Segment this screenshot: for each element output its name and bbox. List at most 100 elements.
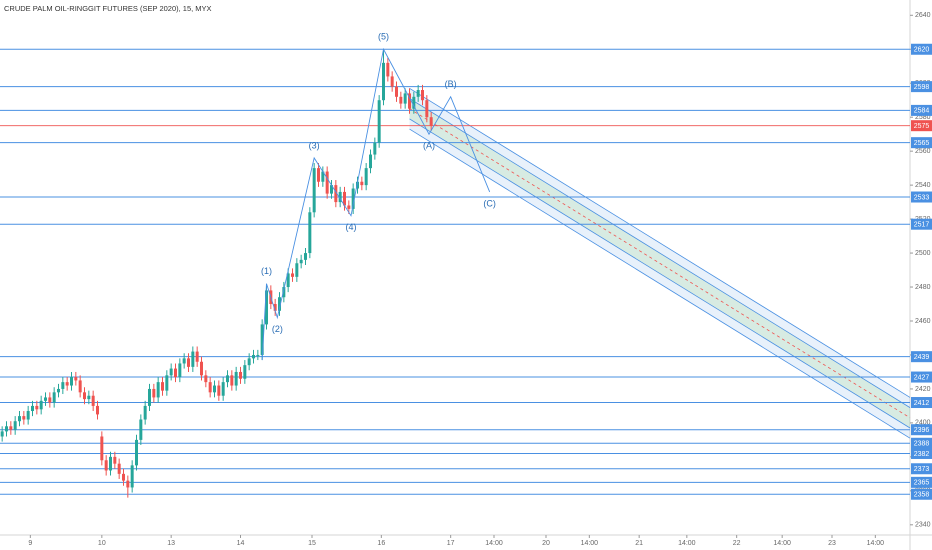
y-tick-label: 2400 [915,420,931,427]
wave-label: (A) [423,141,435,151]
level-label-box [911,371,932,383]
level-label: 2388 [914,441,930,448]
level-label: 2620 [914,47,930,54]
candle-body [252,354,255,359]
candle-body [425,100,429,118]
level-label: 2439 [914,354,930,361]
level-label: 2382 [914,451,930,458]
candle-body [178,363,182,378]
x-tick-label: 14:00 [581,540,599,547]
candle-body [122,473,125,481]
x-tick-label: 16 [377,540,385,547]
candle-body [304,253,307,260]
candle-body [65,382,69,386]
candle-body [334,185,338,203]
y-tick-label: 2560 [915,148,931,155]
candle-body [113,456,117,464]
candle-body [174,368,177,378]
candle-body [161,382,164,391]
candle-body [70,377,73,386]
level-label-box [911,351,932,363]
candle-body [200,361,203,376]
candle-body [308,212,312,254]
candle-body [152,388,156,398]
x-tick-label: 10 [98,540,106,547]
y-tick-label: 2420 [915,386,931,393]
candle-body [221,382,225,396]
candle-body [187,358,190,367]
candle-body [100,436,104,461]
x-tick-label: 14:00 [867,540,885,547]
level-label: 2598 [914,84,930,91]
candle-body [260,324,264,355]
current-price-label: 2575 [914,123,930,130]
candle-body [286,273,290,288]
candle-body [74,377,78,381]
level-label-box [911,137,932,149]
candle-body [26,411,30,420]
y-tick-label: 2460 [915,318,931,325]
x-tick-label: 13 [167,540,175,547]
level-label: 2565 [914,140,930,147]
candle-body [386,62,390,77]
candle-body [369,154,372,169]
level-label: 2365 [914,480,930,487]
candle-body [156,382,160,398]
candle-body [9,426,13,430]
candle-body [217,385,221,396]
level-label-box [911,488,932,500]
level-label: 2517 [914,222,930,229]
candle-body [22,416,26,420]
candle-body [429,117,433,126]
level-label-box [911,463,932,475]
level-label: 2396 [914,427,930,434]
candle-body [35,405,39,410]
candle-body [403,93,407,104]
candle-body [317,168,320,182]
y-tick-label: 2580 [915,114,931,121]
wave-label: (3) [309,140,320,150]
candle-body [91,395,95,406]
candle-body [351,188,355,209]
candle-body [234,371,238,386]
y-tick-label: 2480 [915,284,931,291]
candle-body [0,431,4,437]
candle-body [273,304,277,311]
x-tick-label: 14:00 [678,540,696,547]
y-tick-label: 2540 [915,182,931,189]
candle-body [421,90,424,101]
candle-body [325,171,329,194]
candle-body [52,392,56,403]
x-tick-label: 14:00 [485,540,503,547]
candle-body [135,439,138,466]
candle-body [243,365,247,379]
level-label-box [911,81,932,93]
candle-body [338,191,342,203]
candle-body [364,168,368,186]
candle-body [239,371,242,379]
chart-title: CRUDE PALM OIL-RINGGIT FUTURES (SEP 2020… [4,4,212,13]
wave-label: (2) [272,324,283,334]
candle-body [117,463,121,474]
candle-body [148,388,151,406]
candle-body [191,351,195,367]
candle-body [265,290,268,325]
candle-body [256,354,260,356]
candle-body [169,368,173,376]
candle-body [295,263,299,277]
candle-body [343,191,346,206]
candle-body [139,419,143,440]
wave-label: (B) [445,79,457,89]
level-label-box [911,104,932,116]
channel-line [409,128,911,439]
wave-label: (1) [261,266,272,276]
level-label-box [911,43,932,55]
candle-body [104,460,108,471]
candle-body [382,62,385,101]
wave-label: (5) [378,32,389,42]
candle-body [299,259,303,264]
candle-body [412,96,416,109]
candle-body [39,400,43,410]
candle-body [5,426,8,432]
candle-body [126,480,130,488]
